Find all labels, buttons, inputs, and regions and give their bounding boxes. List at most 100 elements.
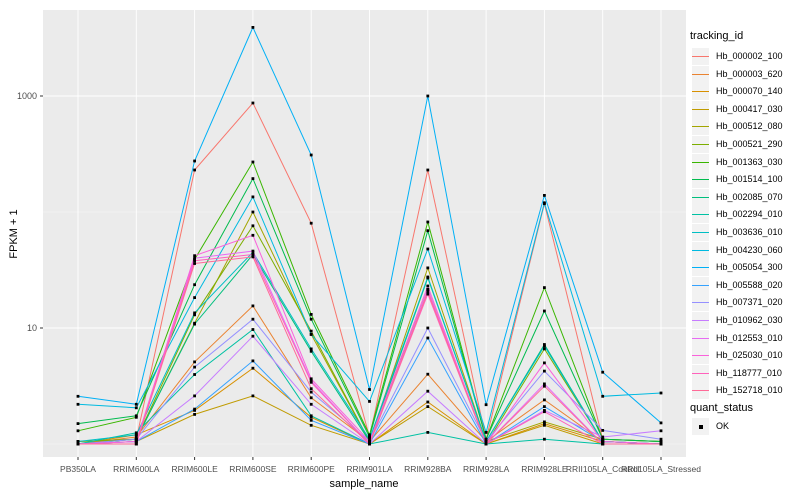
data-point <box>76 394 80 398</box>
legend: tracking_id Hb_000002_100 Hb_000003_620 Hb… <box>690 0 800 500</box>
data-point <box>193 413 196 416</box>
legend-key-box <box>692 65 709 83</box>
data-point <box>426 290 430 294</box>
data-point <box>134 431 138 435</box>
legend-key-box <box>692 136 709 153</box>
data-point <box>543 194 546 197</box>
data-point <box>426 168 430 172</box>
legend-entry-label: Hb_001363_030 <box>716 156 783 167</box>
legend-line-sample-icon <box>692 91 709 93</box>
legend-key-box <box>692 206 709 224</box>
data-point <box>484 431 488 434</box>
data-point <box>193 322 196 326</box>
data-point <box>426 220 430 224</box>
data-point <box>251 253 255 256</box>
data-point <box>309 313 313 316</box>
data-point <box>543 347 546 351</box>
legend-line-sample-icon <box>692 196 709 198</box>
data-point <box>659 391 663 395</box>
legend-line-sample-icon <box>692 73 709 75</box>
data-point <box>601 440 605 443</box>
data-point <box>193 254 196 258</box>
data-point <box>134 402 138 406</box>
legend-entry-label: Hb_152718_010 <box>716 385 783 396</box>
data-point <box>251 328 255 331</box>
data-point <box>193 373 196 376</box>
legend-line-sample-icon <box>692 390 709 392</box>
legend-line-sample-icon <box>692 126 709 128</box>
data-point <box>543 437 546 441</box>
data-point <box>426 94 430 98</box>
legend-entry-label: Hb_001514_100 <box>716 174 783 185</box>
data-point <box>193 311 196 315</box>
data-point <box>251 210 255 214</box>
data-point <box>193 407 196 411</box>
y-tick-label-10: 10 <box>26 323 37 333</box>
data-point <box>543 410 546 414</box>
data-point <box>426 431 430 434</box>
legend-key-box <box>692 188 709 206</box>
legend-entry-label: Hb_003636_010 <box>716 227 783 237</box>
data-point <box>309 317 313 321</box>
legend-line-sample-icon <box>692 355 709 357</box>
legend-key-box <box>692 364 709 382</box>
data-point <box>193 360 196 364</box>
data-point <box>309 347 313 351</box>
legend-key-box <box>692 171 709 189</box>
x-tick-label-RRIM600LE: RRIM600LE <box>171 464 218 474</box>
legend-entry-label: Hb_025030_010 <box>716 350 783 361</box>
data-point <box>134 415 138 419</box>
y-tick-label-1000: 1000 <box>16 91 37 101</box>
data-point <box>134 435 138 439</box>
data-point <box>426 292 430 296</box>
legend-line-sample-icon <box>692 144 709 145</box>
data-point <box>251 160 255 164</box>
data-point <box>426 284 430 288</box>
data-point <box>251 26 255 29</box>
data-point <box>426 389 430 393</box>
legend-key-box <box>692 153 709 171</box>
data-point <box>601 394 605 398</box>
legend-entry-label: Hb_005588_020 <box>716 279 783 290</box>
legend-key-box <box>692 294 709 312</box>
legend-key-box <box>692 83 709 101</box>
data-point <box>426 229 430 233</box>
data-point <box>76 440 80 443</box>
data-point <box>309 402 313 406</box>
legend-line-sample-icon <box>692 284 709 286</box>
legend-title-tracking-id: tracking_id <box>690 30 744 42</box>
data-point <box>193 365 196 369</box>
legend-key-box <box>692 418 709 435</box>
data-point <box>543 343 546 346</box>
data-point <box>543 361 546 365</box>
legend-entry-label: Hb_118777_010 <box>716 367 782 378</box>
data-point <box>251 317 255 321</box>
data-point <box>426 288 430 291</box>
legend-entry-label: Hb_002294_010 <box>716 209 783 220</box>
data-point <box>251 304 255 308</box>
y-axis-title: FPKM + 1 <box>8 209 20 259</box>
legend-key-box <box>692 224 709 241</box>
x-tick-label-RRIM901LA: RRIM901LA <box>346 464 393 474</box>
legend-line-sample-icon <box>692 267 709 269</box>
data-point <box>134 414 138 418</box>
data-point <box>368 388 371 391</box>
data-point <box>543 423 546 427</box>
data-point <box>193 394 196 398</box>
legend-title-quant-status: quant_status <box>690 402 753 414</box>
data-point <box>251 177 255 180</box>
data-point <box>368 433 371 437</box>
legend-entry-label: Hb_010962_030 <box>716 315 783 325</box>
data-point <box>251 366 255 370</box>
legend-key-box <box>692 347 709 365</box>
data-point <box>193 296 196 299</box>
data-point <box>368 442 371 446</box>
data-point <box>368 437 371 441</box>
legend-line-sample-icon <box>692 108 709 110</box>
data-point <box>426 336 430 340</box>
legend-entry-label: Hb_005054_300 <box>716 262 783 273</box>
data-point <box>368 435 371 439</box>
x-tick-label-RRIM928BA: RRIM928BA <box>404 464 452 474</box>
data-point <box>309 333 313 336</box>
